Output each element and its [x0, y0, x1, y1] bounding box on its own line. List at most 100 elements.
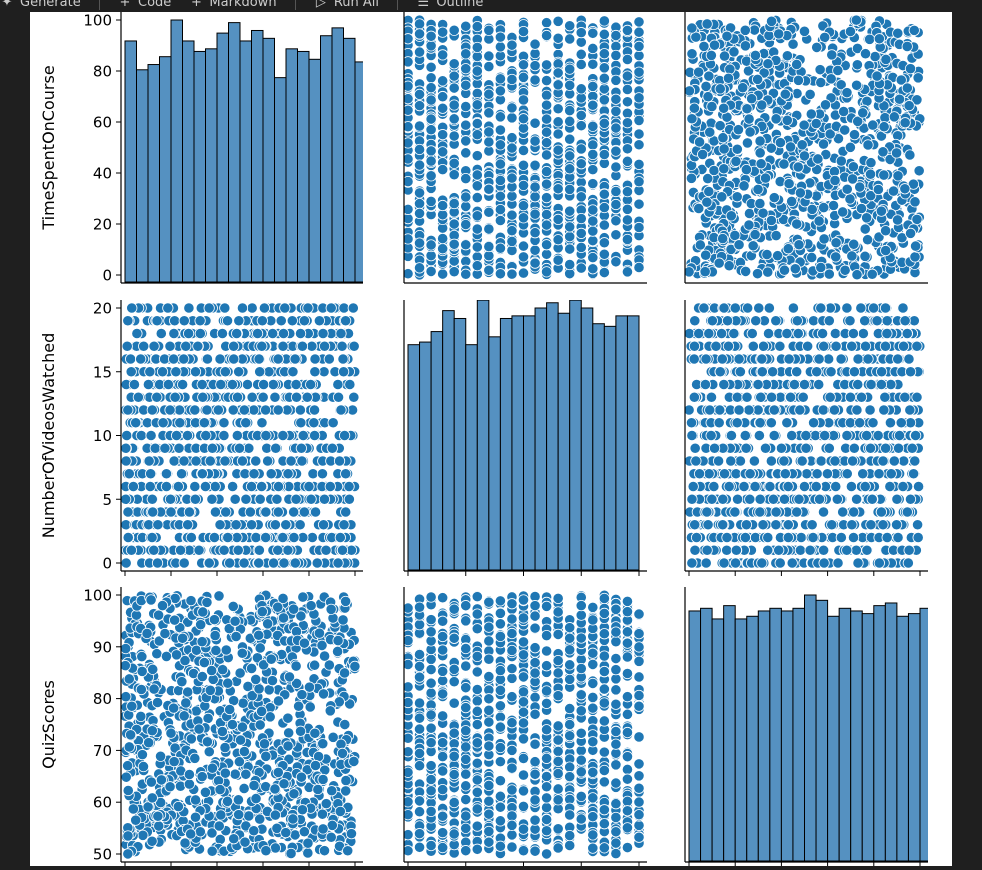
scatter-point — [722, 31, 732, 41]
histogram-bar — [431, 332, 443, 570]
scatter-point — [461, 269, 471, 279]
scatter-point — [760, 173, 770, 183]
scatter-point — [611, 75, 621, 85]
generate-button[interactable]: ✦ Generate — [0, 0, 81, 12]
scatter-point — [565, 21, 575, 31]
scatter-point — [856, 203, 866, 213]
scatter-point — [507, 103, 517, 113]
scatter-point — [518, 160, 528, 170]
scatter-point — [576, 144, 586, 154]
scatter-point — [831, 481, 841, 491]
scatter-point — [892, 215, 902, 225]
scatter-point — [128, 481, 138, 491]
scatter-point — [507, 191, 517, 201]
histogram-bar — [321, 36, 333, 282]
scatter-point — [205, 456, 215, 466]
scatter-point — [699, 303, 709, 313]
scatter-point — [184, 507, 194, 517]
scatter-point — [288, 507, 298, 517]
scatter-point — [880, 226, 890, 236]
scatter-point — [853, 379, 863, 389]
scatter-point — [819, 341, 829, 351]
scatter-point — [449, 71, 459, 81]
scatter-point — [132, 328, 142, 338]
scatter-point — [747, 328, 757, 338]
scatter-point — [824, 269, 834, 279]
scatter-point — [766, 392, 776, 402]
scatter-point — [254, 545, 264, 555]
scatter-point — [740, 266, 750, 276]
scatter-point — [449, 266, 459, 276]
scatter-point — [518, 268, 528, 278]
scatter-point — [840, 265, 850, 275]
scatter-point — [622, 156, 632, 166]
scatter-point — [209, 532, 219, 542]
scatter-point — [787, 430, 797, 440]
scatter-point — [165, 494, 175, 504]
scatter-point — [186, 532, 196, 542]
scatter-point — [426, 95, 436, 105]
scatter-point — [251, 532, 261, 542]
scatter-point — [230, 494, 240, 504]
scatter-point — [719, 469, 729, 479]
scatter-point — [161, 469, 171, 479]
scatter-point — [495, 112, 505, 122]
scatter-point — [744, 208, 754, 218]
scatter-point — [739, 181, 749, 191]
scatter-point — [449, 219, 459, 229]
outline-button[interactable]: ☰ Outline — [416, 0, 483, 12]
scatter-point — [755, 494, 765, 504]
scatter-point — [816, 303, 826, 313]
histogram-bar — [332, 28, 344, 282]
scatter-point — [182, 520, 192, 530]
add-markdown-button[interactable]: + Markdown — [189, 0, 276, 12]
scatter-point — [814, 354, 824, 364]
scatter-point — [740, 532, 750, 542]
scatter-point — [268, 379, 278, 389]
scatter-point — [599, 149, 609, 159]
scatter-point — [634, 176, 644, 186]
run-all-button[interactable]: ▷ Run All — [314, 0, 379, 12]
scatter-point — [849, 367, 859, 377]
histogram-bar — [466, 345, 478, 570]
scatter-point — [318, 520, 328, 530]
scatter-point — [860, 49, 870, 59]
scatter-point — [750, 50, 760, 60]
scatter-point — [255, 494, 265, 504]
scatter-point — [867, 269, 877, 279]
scatter-point — [717, 520, 727, 530]
scatter-point — [565, 206, 575, 216]
scatter-point — [278, 430, 288, 440]
scatter-point — [827, 50, 837, 60]
scatter-point — [707, 101, 717, 111]
scatter-point — [903, 558, 913, 568]
scatter-point — [599, 189, 609, 199]
scatter-point — [553, 16, 563, 26]
scatter-point — [338, 354, 348, 364]
scatter-point — [133, 392, 143, 402]
scatter-point — [771, 230, 781, 240]
scatter-point — [335, 532, 345, 542]
scatter-point — [267, 328, 277, 338]
subplot-videos-vs-time — [120, 300, 363, 571]
scatter-point — [530, 39, 540, 49]
scatter-point — [121, 456, 131, 466]
scatter-point — [742, 104, 752, 114]
scatter-point — [912, 341, 922, 351]
scatter-point — [714, 418, 724, 428]
scatter-point — [518, 72, 528, 82]
scatter-point — [233, 545, 243, 555]
scatter-point — [339, 520, 349, 530]
scatter-point — [851, 80, 861, 90]
scatter-point — [518, 213, 528, 223]
add-code-button[interactable]: + Code — [118, 0, 171, 12]
scatter-point — [880, 245, 890, 255]
scatter-point — [190, 494, 200, 504]
scatter-point — [878, 456, 888, 466]
scatter-point — [832, 494, 842, 504]
scatter-point — [184, 303, 194, 313]
scatter-point — [437, 244, 447, 254]
scatter-point — [553, 184, 563, 194]
scatter-point — [784, 354, 794, 364]
scatter-point — [687, 430, 697, 440]
